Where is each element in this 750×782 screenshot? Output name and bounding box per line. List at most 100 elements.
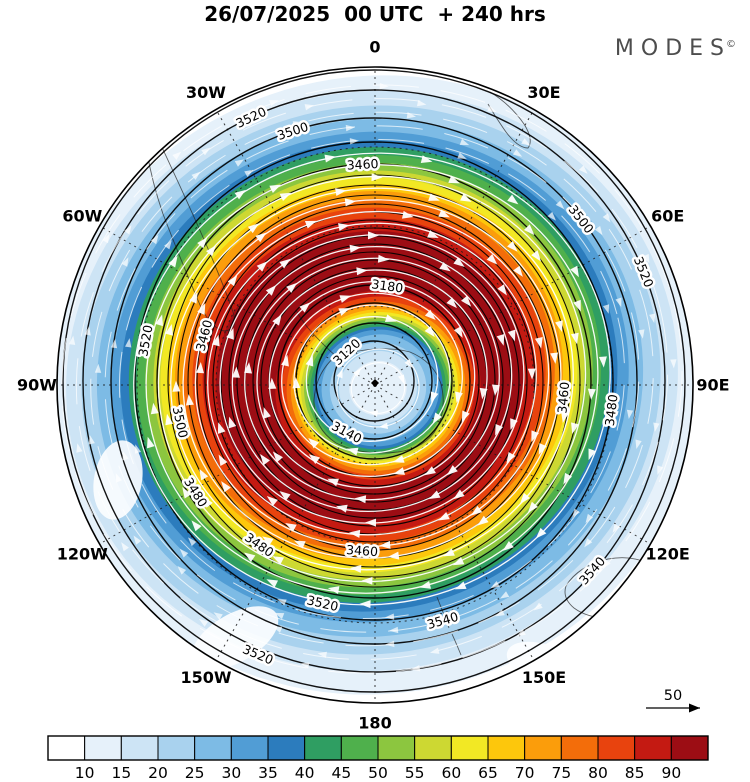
streamline-arrowhead [371, 173, 383, 182]
colorbar-tick-label: 35 [258, 764, 278, 782]
streamline-arrowhead [453, 257, 465, 267]
streamline-arrowhead [507, 194, 519, 205]
streamline-arrowhead [424, 325, 435, 338]
streamline-arrowhead [455, 391, 463, 404]
streamline-arrowhead [486, 254, 498, 265]
streamline-arrowhead [146, 436, 155, 449]
streamline-arrowhead [383, 278, 396, 287]
streamline-arrowhead [404, 358, 413, 369]
colorbar-tick-label: 55 [405, 764, 425, 782]
colorbar-cell [487, 735, 526, 761]
streamline-arrowhead [155, 314, 163, 327]
streamline-arrowhead [304, 220, 317, 229]
streamline-arrowhead [602, 213, 611, 223]
streamline-arrowhead [563, 472, 573, 485]
streamline-arrowhead [398, 374, 405, 384]
streamline-arrowhead [460, 193, 472, 202]
streamline-arrowhead [338, 223, 350, 232]
colorbar-cell [524, 735, 562, 761]
streamline-arrowhead [453, 326, 463, 338]
streamline-arrowhead [410, 665, 421, 672]
wind-speed-band [349, 360, 407, 416]
streamline-arrowhead [234, 189, 246, 200]
streamline-arrowhead [490, 581, 500, 589]
streamline-arrowhead [555, 200, 565, 210]
streamline-arrowhead [507, 241, 518, 252]
streamline-arrowhead [272, 314, 282, 326]
streamline-arrowhead [327, 478, 339, 487]
streamline-arrowhead [304, 104, 315, 111]
streamline-arrowhead [300, 662, 310, 669]
streamline-arrowhead [191, 520, 202, 532]
streamline-arrowhead [612, 523, 621, 533]
streamline-arrowhead [188, 537, 197, 547]
streamline-arrowhead [448, 175, 460, 184]
height-contour [252, 259, 496, 503]
longitude-label: 180 [358, 714, 391, 733]
colorbar-cell [414, 735, 452, 761]
streamline-arrowhead [179, 548, 189, 558]
streamline-arrowhead [197, 303, 206, 315]
streamline-arrowhead [499, 591, 510, 599]
colorbar-cell [670, 735, 709, 761]
colorbar-cell [450, 735, 489, 761]
pole-marker [371, 379, 379, 387]
streamline-arrowhead [272, 626, 283, 633]
streamline-arrowhead [635, 439, 642, 450]
colorbar-tick-label: 25 [185, 764, 205, 782]
streamline-arrowhead [68, 335, 76, 345]
streamline-arrowhead [121, 542, 129, 552]
streamline-arrowhead [308, 454, 320, 464]
streamline-arrowhead [446, 465, 458, 476]
streamline-arrowhead [516, 629, 526, 637]
streamline-arrowhead [461, 410, 470, 423]
streamline-arrowhead [428, 490, 441, 500]
streamline-arrowhead [247, 223, 260, 234]
streamline-arrowhead [262, 536, 274, 546]
colorbar-tick-label: 75 [551, 764, 571, 782]
streamline-arrowhead [491, 384, 500, 396]
colorbar-cell [120, 735, 159, 761]
longitude-labels: 0 30E 60E 90E 120E 150E 180 150W 120W 90W 60W 30W [17, 38, 730, 733]
streamline-arrowhead [354, 495, 367, 504]
streamline-arrowhead [268, 377, 277, 389]
longitude-label: 150E [522, 668, 566, 687]
streamline-arrowhead [344, 198, 357, 207]
modes-logo: MODES© [615, 36, 736, 61]
streamline-arrowhead [385, 640, 395, 648]
streamline-arrowhead [150, 234, 159, 245]
streamline-arrowhead [527, 368, 536, 380]
longitude-label: 30W [186, 83, 226, 102]
wind-speed-field [57, 75, 693, 695]
colorbar-tick-label: 65 [478, 764, 498, 782]
streamline-arrowhead [570, 332, 579, 345]
streamline-arrowhead [584, 538, 593, 548]
streamline-arrowhead [350, 564, 362, 573]
streamline-arrowhead [452, 556, 465, 566]
colorbar-tick-label: 15 [111, 764, 131, 782]
streamline-arrowhead [185, 394, 194, 406]
height-contour [333, 340, 415, 422]
height-contours [62, 69, 686, 693]
streamline-arrowhead [496, 334, 505, 346]
longitude-label: 120E [646, 545, 690, 564]
map-boundary [56, 66, 694, 704]
height-contour [187, 194, 561, 568]
streamline-arrowhead [507, 329, 516, 342]
longitude-label: 0 [369, 38, 380, 57]
streamline-arrowhead [653, 422, 660, 432]
streamline-arrowhead [244, 362, 253, 374]
streamline-arrowhead [226, 328, 234, 340]
streamline-arrowhead [339, 295, 352, 303]
streamline-arrowhead [122, 450, 129, 461]
modes-logo-text: MODES [614, 36, 731, 61]
streamline-arrowhead [538, 443, 547, 455]
colorbar-cell [84, 735, 122, 761]
streamline-arrowhead [121, 257, 129, 267]
streamline-arrowhead [387, 551, 400, 560]
streamline-arrowhead [384, 314, 397, 323]
streamline-arrowhead [392, 455, 405, 463]
streamline-arrowhead [346, 447, 359, 456]
